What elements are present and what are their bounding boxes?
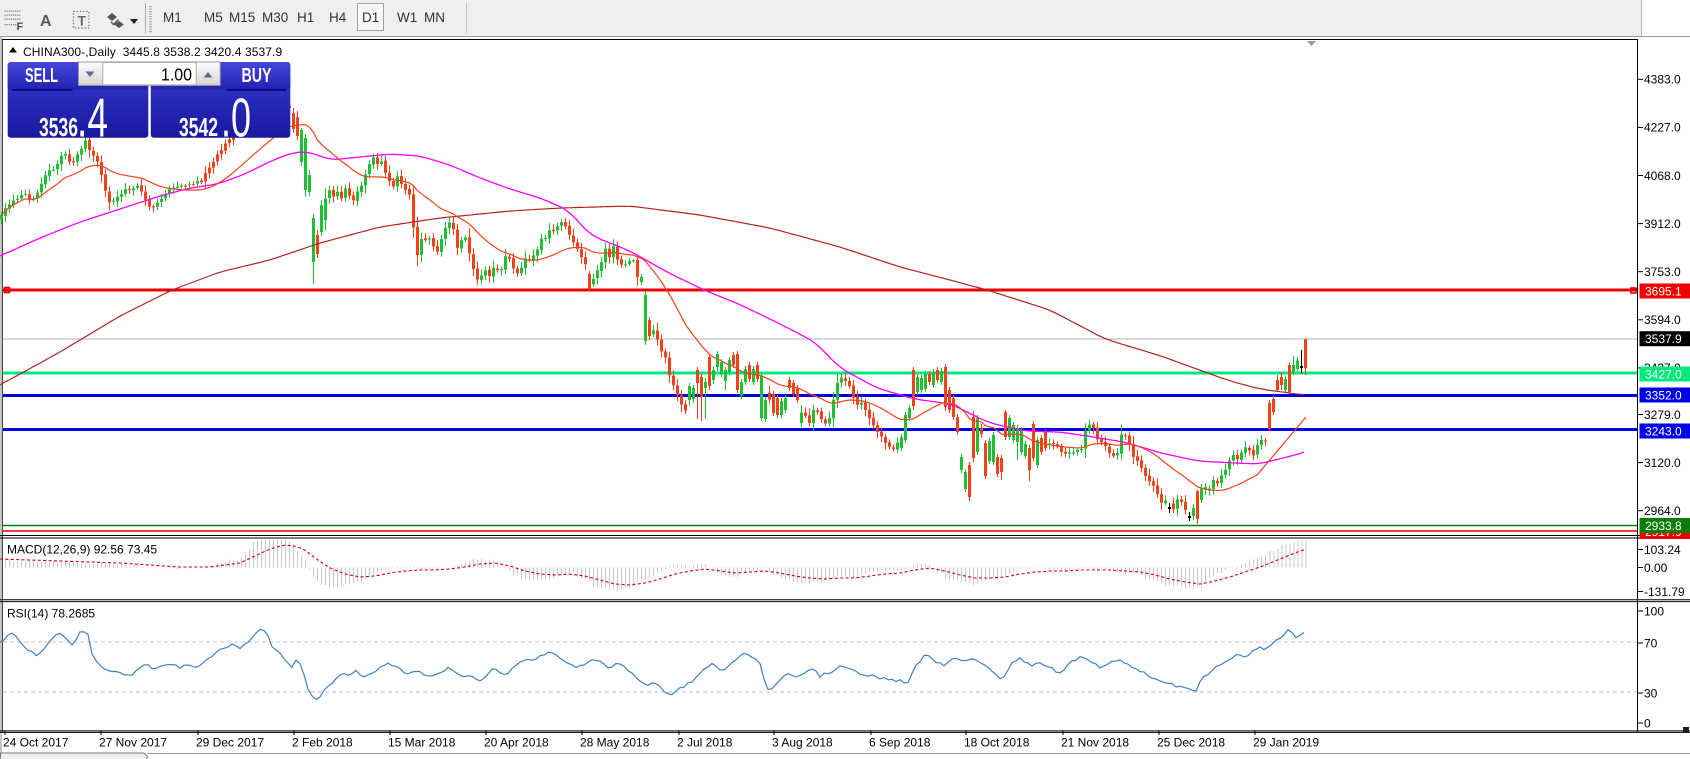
svg-text:3279.0: 3279.0 — [1644, 408, 1681, 422]
svg-text:29 Dec 2017: 29 Dec 2017 — [196, 736, 264, 750]
svg-text:-131.79: -131.79 — [1644, 585, 1685, 599]
svg-text:3243.0: 3243.0 — [1645, 424, 1682, 438]
svg-text:100: 100 — [1644, 604, 1664, 618]
svg-text:103.24: 103.24 — [1644, 543, 1681, 557]
svg-text:25 Dec 2018: 25 Dec 2018 — [1157, 736, 1225, 750]
svg-text:3594.0: 3594.0 — [1644, 313, 1681, 327]
svg-text:H4: H4 — [329, 10, 347, 25]
svg-text:15 Mar 2018: 15 Mar 2018 — [388, 736, 456, 750]
svg-text:2964.0: 2964.0 — [1644, 504, 1681, 518]
svg-text:3753.0: 3753.0 — [1644, 265, 1681, 279]
svg-text:21 Nov 2018: 21 Nov 2018 — [1061, 736, 1129, 750]
svg-text:3 Aug 2018: 3 Aug 2018 — [772, 736, 833, 750]
svg-text:.4: .4 — [77, 87, 108, 149]
svg-text:3120.0: 3120.0 — [1644, 456, 1681, 470]
svg-text:T: T — [78, 13, 87, 29]
svg-text:70: 70 — [1644, 636, 1658, 650]
svg-text:3537.9: 3537.9 — [1645, 332, 1682, 346]
svg-text:4227.0: 4227.0 — [1644, 121, 1681, 135]
svg-text:6 Sep 2018: 6 Sep 2018 — [869, 736, 931, 750]
svg-text:.0: .0 — [221, 87, 251, 149]
svg-text:20 Apr 2018: 20 Apr 2018 — [484, 736, 549, 750]
svg-text:H1: H1 — [297, 10, 314, 25]
svg-text:3912.0: 3912.0 — [1644, 217, 1681, 231]
svg-text:A: A — [40, 13, 52, 30]
svg-text:RSI(14) 78.2685: RSI(14) 78.2685 — [7, 607, 95, 621]
svg-text:D1: D1 — [362, 10, 379, 25]
svg-text:4383.0: 4383.0 — [1644, 73, 1681, 87]
svg-text:4068.0: 4068.0 — [1644, 169, 1681, 183]
svg-text:3542: 3542 — [179, 114, 218, 142]
svg-text:M1: M1 — [163, 10, 182, 25]
svg-text:0: 0 — [1644, 716, 1651, 730]
svg-text:1.00: 1.00 — [161, 65, 192, 85]
svg-text:MACD(12,26,9) 92.56 73.45: MACD(12,26,9) 92.56 73.45 — [7, 543, 157, 557]
svg-text:CHINA300-,Daily 3445.8 3538.2: CHINA300-,Daily 3445.8 3538.2 3420.4 353… — [23, 45, 282, 59]
svg-text:SELL: SELL — [25, 65, 58, 87]
svg-text:F: F — [17, 21, 24, 33]
svg-text:29 Jan 2019: 29 Jan 2019 — [1253, 736, 1319, 750]
svg-text:18 Oct 2018: 18 Oct 2018 — [964, 736, 1030, 750]
svg-text:28 May 2018: 28 May 2018 — [580, 736, 650, 750]
svg-text:2933.8: 2933.8 — [1645, 519, 1682, 533]
svg-text:3695.1: 3695.1 — [1645, 284, 1682, 298]
svg-text:W1: W1 — [397, 10, 417, 25]
svg-text:BUY: BUY — [242, 65, 272, 87]
svg-text:0.00: 0.00 — [1644, 561, 1668, 575]
svg-text:3352.0: 3352.0 — [1645, 388, 1682, 402]
svg-text:24 Oct 2017: 24 Oct 2017 — [3, 736, 69, 750]
svg-text:M15: M15 — [229, 10, 255, 25]
svg-text:2 Feb 2018: 2 Feb 2018 — [292, 736, 353, 750]
svg-text:2 Jul 2018: 2 Jul 2018 — [677, 736, 733, 750]
svg-text:M5: M5 — [204, 10, 223, 25]
svg-text:27 Nov 2017: 27 Nov 2017 — [99, 736, 167, 750]
svg-text:30: 30 — [1644, 686, 1658, 700]
svg-text:M30: M30 — [262, 10, 288, 25]
svg-text:3536: 3536 — [39, 114, 78, 142]
svg-text:MN: MN — [424, 10, 445, 25]
svg-text:3427.0: 3427.0 — [1645, 367, 1682, 381]
